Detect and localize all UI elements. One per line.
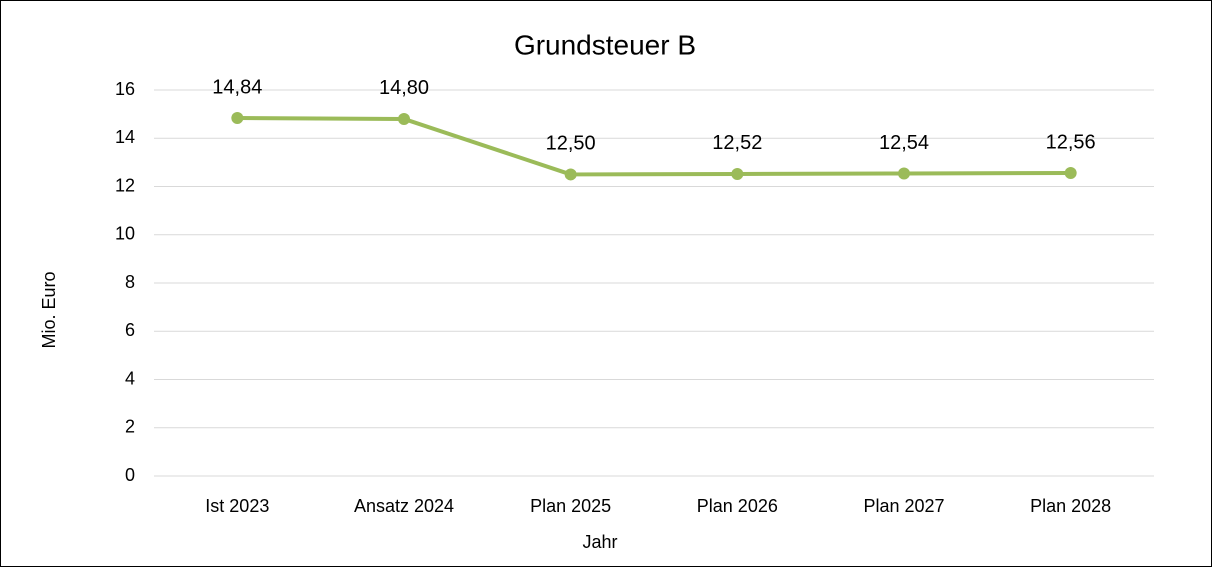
x-tick-label: Plan 2028 bbox=[1030, 496, 1111, 516]
x-tick-label: Plan 2027 bbox=[863, 496, 944, 516]
data-point bbox=[731, 167, 744, 180]
data-point bbox=[898, 167, 910, 180]
y-tick-label: 14 bbox=[115, 127, 135, 147]
data-point bbox=[231, 111, 244, 124]
data-point bbox=[1064, 166, 1077, 179]
y-tick-label: 0 bbox=[125, 465, 135, 485]
y-tick-label: 6 bbox=[125, 320, 135, 340]
data-label: 12,54 bbox=[879, 132, 929, 154]
y-tick-label: 12 bbox=[115, 175, 135, 195]
data-label: 12,50 bbox=[546, 133, 596, 155]
data-label: 12,56 bbox=[1046, 131, 1096, 153]
y-tick-label: 8 bbox=[125, 272, 135, 292]
data-line bbox=[237, 115, 1071, 177]
x-tick-label: Ansatz 2024 bbox=[354, 496, 454, 516]
x-tick-label: Ist 2023 bbox=[205, 496, 269, 516]
x-axis-label: Jahr bbox=[582, 532, 617, 552]
y-tick-label: 10 bbox=[115, 224, 135, 244]
data-point bbox=[398, 112, 410, 125]
y-tick-label: 4 bbox=[125, 368, 135, 388]
data-label: 14,84 bbox=[212, 76, 262, 98]
y-axis-label: Mio. Euro bbox=[39, 271, 59, 348]
y-tick-label: 2 bbox=[125, 417, 135, 437]
x-tick-label: Plan 2026 bbox=[697, 496, 778, 516]
data-label: 12,52 bbox=[712, 132, 762, 154]
x-tick-label: Plan 2025 bbox=[530, 496, 611, 516]
chart-title: Grundsteuer B bbox=[514, 29, 696, 60]
y-tick-label: 16 bbox=[115, 79, 135, 99]
data-label: 14,80 bbox=[379, 77, 429, 99]
data-point bbox=[564, 168, 577, 181]
